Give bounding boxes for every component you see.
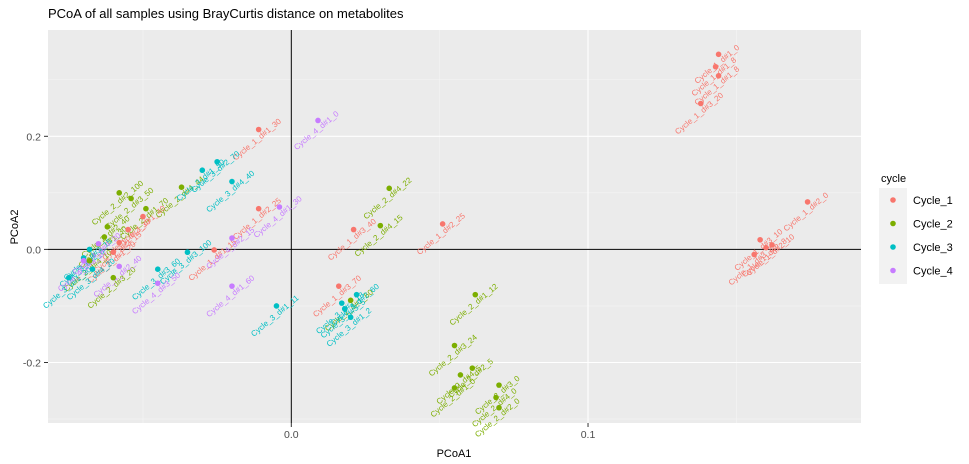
legend-label: Cycle_1: [913, 195, 953, 207]
data-point: [469, 365, 476, 371]
legend-label: Cycle_4: [913, 266, 953, 278]
data-point: [697, 100, 704, 107]
data-point: [751, 251, 757, 258]
data-point: [95, 240, 102, 247]
data-point: [347, 297, 354, 304]
data-point: [211, 247, 217, 253]
data-point: [229, 235, 235, 241]
data-point: [804, 199, 811, 205]
data-point: [255, 205, 262, 212]
data-point: [338, 300, 345, 306]
minor-gridlines: [48, 30, 861, 423]
legend-key-point: [890, 197, 896, 203]
data-point: [101, 234, 108, 240]
legend: cycle Cycle_1 Cycle_2 Cycle_3 Cycle_4: [879, 173, 953, 284]
data-point: [140, 213, 146, 220]
data-point: [116, 239, 123, 246]
data-point: [763, 244, 769, 251]
data-point: [350, 226, 357, 233]
data-point: [273, 303, 280, 309]
data-point: [154, 280, 161, 287]
data-point: [65, 274, 72, 281]
legend-key-point: [890, 244, 896, 250]
data-point: [353, 291, 360, 298]
data-point: [199, 167, 206, 174]
data-point: [128, 195, 134, 202]
x-axis-ticks: 0.0 0.1: [284, 423, 595, 441]
data-point: [184, 249, 191, 256]
x-tick-label: 0.1: [581, 429, 596, 441]
data-point: [496, 382, 502, 388]
data-point: [769, 242, 775, 248]
data-point: [154, 266, 161, 272]
data-point: [493, 394, 499, 401]
data-points: [65, 51, 811, 411]
legend-key-point: [890, 267, 896, 274]
data-point: [89, 266, 96, 272]
data-point: [335, 283, 342, 289]
data-point: [386, 185, 393, 192]
data-point: [496, 404, 502, 411]
data-point: [80, 257, 87, 264]
y-tick-label: -0.2: [23, 357, 41, 369]
legend-label: Cycle_3: [913, 242, 953, 254]
data-point: [757, 236, 763, 243]
data-point: [341, 305, 348, 312]
y-axis-ticks: -0.2 0.0 0.2: [23, 131, 48, 369]
data-point: [451, 342, 458, 349]
data-point: [178, 184, 185, 190]
data-point: [451, 385, 458, 391]
data-point: [143, 205, 149, 212]
reference-lines: [48, 30, 861, 423]
data-point: [86, 246, 93, 253]
data-point: [255, 126, 262, 133]
data-point: [472, 291, 479, 298]
data-point: [110, 249, 117, 256]
data-point: [712, 63, 719, 70]
data-point: [347, 314, 354, 321]
data-point: [116, 263, 123, 270]
y-tick-label: 0.2: [26, 131, 41, 143]
y-axis-title: PCoA2: [9, 210, 21, 245]
data-point: [214, 158, 220, 165]
data-point: [315, 117, 321, 124]
chart-title: PCoA of all samples using BrayCurtis dis…: [48, 6, 404, 21]
data-point: [439, 221, 446, 227]
x-axis-title: PCoA1: [437, 448, 472, 460]
data-point: [125, 226, 131, 233]
data-point: [377, 222, 384, 229]
data-point: [276, 204, 283, 210]
data-point: [229, 283, 235, 289]
data-point: [715, 51, 722, 58]
data-point: [457, 372, 464, 378]
data-point: [110, 274, 117, 281]
x-tick-label: 0.0: [284, 429, 299, 441]
data-point: [104, 223, 111, 230]
legend-title: cycle: [881, 173, 906, 185]
legend-key-point: [890, 220, 896, 227]
legend-label: Cycle_2: [913, 219, 953, 231]
data-point: [229, 178, 235, 185]
data-point: [116, 190, 123, 196]
y-tick-label: 0.0: [26, 244, 41, 256]
legend-items: Cycle_1 Cycle_2 Cycle_3 Cycle_4: [879, 188, 953, 284]
data-point: [715, 73, 722, 79]
plot-panel: [48, 30, 861, 423]
data-point: [86, 257, 93, 264]
